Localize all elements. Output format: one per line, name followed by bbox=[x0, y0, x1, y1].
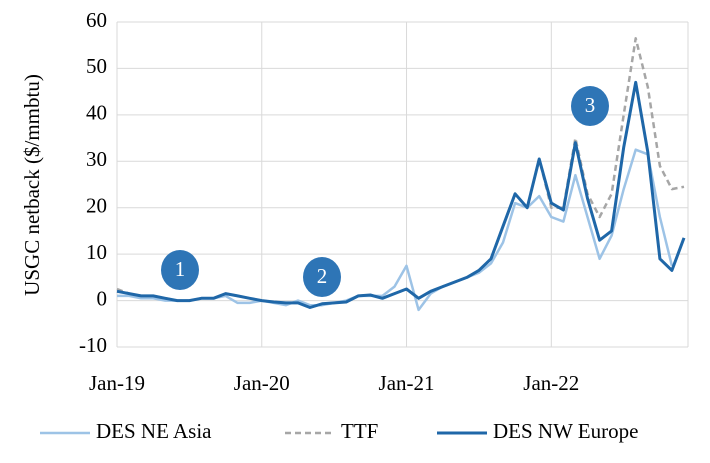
y-tick-label: 40 bbox=[86, 101, 107, 125]
x-tick-label: Jan-22 bbox=[523, 371, 579, 395]
annotation-marker bbox=[161, 250, 199, 290]
y-tick-label: 0 bbox=[97, 286, 108, 310]
series-line bbox=[116, 80, 686, 309]
x-tick-label: Jan-19 bbox=[89, 371, 145, 395]
annotation-label: 3 bbox=[585, 93, 596, 117]
series-line bbox=[117, 148, 674, 312]
annotation-label: 1 bbox=[175, 257, 186, 281]
y-tick-label: -10 bbox=[79, 333, 107, 357]
legend-label: DES NW Europe bbox=[493, 419, 638, 443]
annotation-marker bbox=[571, 86, 609, 126]
y-tick-label: 30 bbox=[86, 147, 107, 171]
y-tick-label: 50 bbox=[86, 54, 107, 78]
annotation-label: 2 bbox=[317, 264, 328, 288]
y-tick-label: 10 bbox=[86, 240, 107, 264]
x-tick-label: Jan-21 bbox=[379, 371, 435, 395]
legend-label: DES NE Asia bbox=[96, 419, 212, 443]
series-line bbox=[116, 37, 685, 309]
x-tick-label: Jan-20 bbox=[234, 371, 290, 395]
y-axis-label: USGC netback ($/mmbtu) bbox=[20, 74, 44, 296]
annotation-marker bbox=[303, 257, 341, 297]
legend-label: TTF bbox=[341, 419, 378, 443]
y-tick-label: 60 bbox=[86, 8, 107, 32]
y-tick-label: 20 bbox=[86, 194, 107, 218]
